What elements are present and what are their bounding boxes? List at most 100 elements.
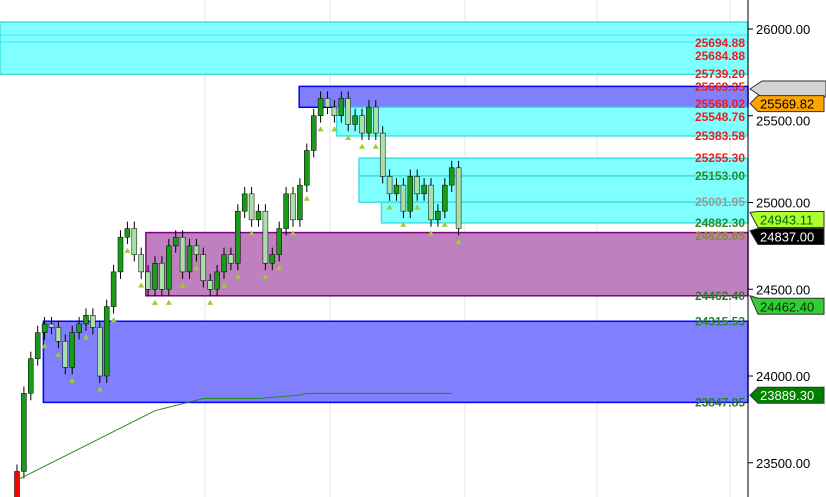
signal-marker [41, 343, 48, 349]
candle-body [103, 306, 110, 377]
candle-body [97, 327, 103, 377]
y-tick-label: 26000.00 [756, 22, 810, 37]
zone-rect [335, 106, 749, 137]
price-tag-label: 23889.30 [760, 388, 814, 403]
zone-rect [298, 85, 749, 109]
signal-marker [345, 135, 352, 141]
candle-body [269, 254, 276, 264]
candle-body [366, 106, 372, 134]
candle-body [124, 228, 131, 238]
candle-body [255, 210, 262, 221]
level-label: 24826.65 [695, 229, 745, 243]
level-label: 25153.00 [695, 169, 745, 183]
signal-marker [428, 230, 434, 236]
signal-marker [441, 221, 448, 227]
moving-average-line [16, 392, 452, 481]
candle-body [414, 176, 420, 195]
level-label: 24882.30 [695, 216, 745, 230]
candle-body [338, 98, 345, 117]
zone-rect [42, 320, 749, 404]
level-label: 25669.35 [695, 80, 745, 94]
price-tag [749, 211, 825, 228]
signal-marker [96, 386, 103, 392]
level-label: 24462.40 [695, 289, 745, 303]
candle-body [214, 271, 220, 290]
signal-marker [193, 265, 200, 271]
candle-body [310, 115, 317, 151]
candle-body [117, 236, 124, 273]
signal-marker [138, 282, 145, 288]
signal-marker [455, 239, 462, 245]
candle-body [14, 471, 20, 497]
candle-body [283, 193, 289, 229]
candle-body [379, 132, 386, 177]
signal-marker [386, 204, 393, 210]
candle-body [207, 280, 213, 290]
candle-body [331, 106, 338, 116]
candle-body [179, 236, 186, 273]
candle-body [248, 193, 255, 221]
level-label: 25568.02 [695, 97, 745, 111]
candle-body [186, 245, 193, 273]
signal-marker [55, 351, 62, 357]
candle-body [448, 167, 455, 186]
candle-body [221, 254, 227, 273]
price-tag-label: 25569.82 [760, 97, 814, 112]
candle-body [110, 271, 117, 307]
signal-marker [414, 204, 421, 210]
candle-body [172, 236, 179, 247]
price-tag [749, 294, 825, 315]
candle-body [83, 315, 89, 325]
candle-body [235, 210, 241, 264]
candle-body [28, 358, 34, 394]
candle-body [373, 106, 379, 134]
candle-body [317, 98, 324, 117]
signal-marker [372, 143, 379, 149]
candle-body [228, 254, 234, 264]
signal-marker [165, 299, 172, 305]
candle-body [290, 193, 296, 221]
candle-body [62, 341, 69, 368]
signal-marker [110, 317, 117, 323]
candle-body [76, 323, 82, 333]
signal-marker [331, 126, 338, 132]
candle-body [69, 332, 75, 368]
level-label: 25694.88 [695, 36, 745, 50]
candle-body [159, 262, 165, 290]
candle-body [262, 210, 269, 264]
candle-body [138, 254, 144, 273]
price-tag-label: 24837.00 [760, 230, 814, 245]
candle-body [428, 184, 434, 221]
signal-marker [69, 377, 76, 383]
y-tick-label: 23500.00 [756, 456, 810, 471]
signal-marker [83, 334, 89, 340]
signal-marker [221, 282, 227, 288]
signal-marker [124, 247, 131, 253]
signal-marker [234, 273, 241, 279]
signal-marker [317, 126, 324, 132]
candle-body [166, 245, 172, 290]
candle-body [193, 245, 200, 255]
signal-marker [359, 143, 365, 149]
price-tag-label: 24462.40 [760, 299, 814, 314]
candle-body [393, 184, 400, 195]
candle-body [200, 254, 207, 281]
y-tick-label: 25000.00 [756, 196, 810, 211]
zone-rect [145, 231, 749, 297]
candle-body [442, 184, 448, 212]
candle-body [41, 323, 48, 333]
signal-marker [179, 282, 186, 288]
candle-body [345, 98, 351, 125]
signal-marker [207, 299, 214, 305]
candle-body [34, 332, 41, 359]
y-tick-label: 25500.00 [756, 114, 810, 129]
level-label: 25383.58 [695, 129, 745, 143]
candle-body [324, 98, 331, 108]
candle-body [435, 210, 441, 221]
signal-marker [400, 221, 407, 227]
signal-marker [152, 299, 158, 305]
level-label: 25684.88 [695, 49, 745, 63]
current-price-marker [749, 80, 826, 98]
